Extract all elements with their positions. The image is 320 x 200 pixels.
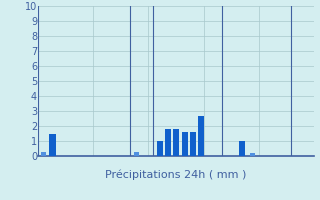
Bar: [250, 153, 255, 156]
X-axis label: Précipitations 24h ( mm ): Précipitations 24h ( mm ): [105, 170, 247, 180]
Bar: [190, 132, 196, 156]
Bar: [134, 152, 139, 156]
Bar: [41, 152, 46, 156]
Bar: [198, 116, 204, 156]
Bar: [239, 141, 245, 156]
Bar: [165, 129, 171, 156]
Bar: [157, 141, 163, 156]
Bar: [49, 134, 56, 156]
Bar: [173, 129, 179, 156]
Bar: [181, 132, 188, 156]
